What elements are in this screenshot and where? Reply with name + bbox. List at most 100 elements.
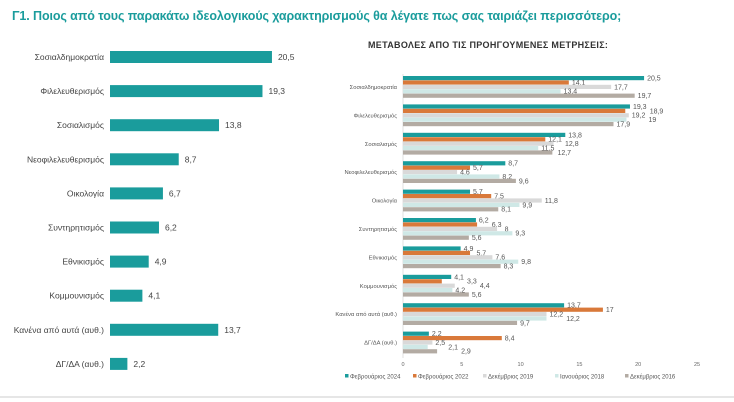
legend-label: Φεβρουάριος 2022: [418, 374, 469, 381]
bar-0: [403, 218, 476, 223]
bar-2: [403, 255, 493, 260]
category-label: Κομμουνισμός: [49, 291, 104, 301]
bar-1: [403, 336, 502, 341]
data-label: 12,7: [557, 150, 571, 157]
legend-label: Φεβρουάριος 2024: [350, 374, 401, 381]
category-label: Κανένα από αυτά (αυθ.): [14, 325, 104, 335]
bar-1: [403, 250, 471, 255]
category-label: Οικολογία: [372, 199, 398, 205]
legend-swatch: [555, 374, 559, 378]
data-label: 2,9: [461, 349, 471, 356]
data-label: 6,3: [492, 222, 502, 229]
bar: [110, 323, 219, 336]
data-label: 19: [649, 117, 657, 124]
category-label: Φιλελευθερισμός: [354, 112, 398, 119]
bar-0: [403, 303, 565, 308]
data-label: 7,5: [494, 194, 504, 201]
data-label: 11,5: [541, 146, 554, 153]
bar: [110, 255, 149, 268]
bar-2: [403, 340, 433, 345]
legend-swatch: [625, 374, 629, 378]
data-label: 2,1: [448, 344, 458, 351]
bar: [110, 289, 143, 302]
data-label: 13,8: [568, 132, 582, 139]
data-label: 5,6: [472, 235, 482, 242]
bar-0: [403, 331, 429, 336]
bar: [110, 187, 163, 200]
bar-2: [403, 312, 547, 317]
x-tick-label: 25: [694, 362, 700, 368]
data-label: 8,2: [502, 174, 512, 181]
data-label: 3,3: [467, 279, 477, 286]
bar-3: [403, 288, 453, 293]
bar-2: [403, 141, 554, 146]
data-label: 4,6: [460, 170, 470, 177]
data-label: 4,9: [464, 246, 474, 253]
bar-3: [403, 344, 428, 349]
category-label: Εθνικισμός: [369, 254, 398, 261]
data-label: 4,4: [480, 283, 490, 290]
bar: [110, 153, 179, 166]
data-label: 19,2: [632, 113, 646, 120]
legend-label: Ιανουάριος 2018: [560, 374, 605, 381]
bar: [110, 51, 272, 63]
x-tick-label: 15: [576, 362, 582, 368]
category-label: Σοσιαλισμός: [57, 120, 104, 130]
category-label: Νεοφιλελευθερισμός: [344, 169, 397, 176]
bar-1: [403, 80, 569, 85]
data-label: 19,3: [633, 104, 647, 111]
data-label: 2,2: [133, 359, 145, 369]
data-label: 20,5: [278, 52, 295, 62]
data-label: 12,2: [566, 316, 580, 323]
x-tick-label: 0: [401, 362, 404, 368]
data-label: 8,7: [508, 161, 518, 168]
category-label: Κομμουνισμός: [360, 283, 397, 290]
page-title: Γ1. Ποιος από τους παρακάτω ιδεολογικούς…: [12, 9, 622, 23]
data-label: 13,4: [564, 89, 578, 96]
data-label: 9,8: [521, 259, 531, 266]
legend-label: Δεκέμβριος 2019: [488, 374, 534, 381]
category-label: Εθνικισμός: [62, 257, 104, 267]
data-label: 5,6: [472, 292, 482, 299]
bar-4: [403, 292, 469, 297]
data-label: 4,2: [455, 288, 465, 295]
bar-4: [403, 235, 469, 240]
category-label: ΔΓ/ΔΑ (αυθ.): [56, 359, 104, 369]
data-label: 13,7: [567, 303, 581, 310]
bar-1: [403, 194, 492, 199]
data-label: 2,5: [435, 340, 445, 347]
bar: [110, 85, 263, 98]
data-label: 12,1: [548, 137, 562, 144]
bar-0: [403, 104, 630, 109]
data-label: 8: [505, 226, 509, 233]
bar-1: [403, 137, 546, 142]
x-tick-label: 20: [635, 362, 641, 368]
bar-0: [403, 246, 461, 251]
data-label: 8,1: [501, 207, 511, 214]
legend-swatch: [413, 374, 417, 378]
x-tick-label: 10: [518, 362, 524, 368]
category-label: ΔΓ/ΔΑ (αυθ.): [364, 341, 397, 347]
data-label: 11,8: [545, 198, 558, 205]
bar-3: [403, 316, 547, 321]
bar-2: [403, 170, 458, 175]
bar-0: [403, 161, 506, 166]
bar-0: [403, 189, 471, 194]
data-label: 2,2: [432, 331, 442, 338]
data-label: 4,1: [454, 274, 464, 281]
data-label: 8,3: [504, 264, 514, 271]
bar-4: [403, 178, 516, 183]
data-label: 9,7: [520, 320, 530, 327]
category-label: Οικολογία: [67, 188, 104, 198]
data-label: 13,8: [225, 120, 242, 130]
data-label: 6,2: [479, 218, 489, 225]
bar-3: [403, 89, 561, 94]
bar-2: [403, 198, 542, 203]
category-label: Σοσιαλισμός: [365, 141, 397, 148]
bar-1: [403, 108, 626, 113]
bar-3: [403, 174, 500, 179]
data-label: 19,7: [638, 93, 652, 100]
legend-label: Δεκέμβριος 2016: [630, 374, 676, 381]
data-label: 5,7: [473, 165, 483, 172]
